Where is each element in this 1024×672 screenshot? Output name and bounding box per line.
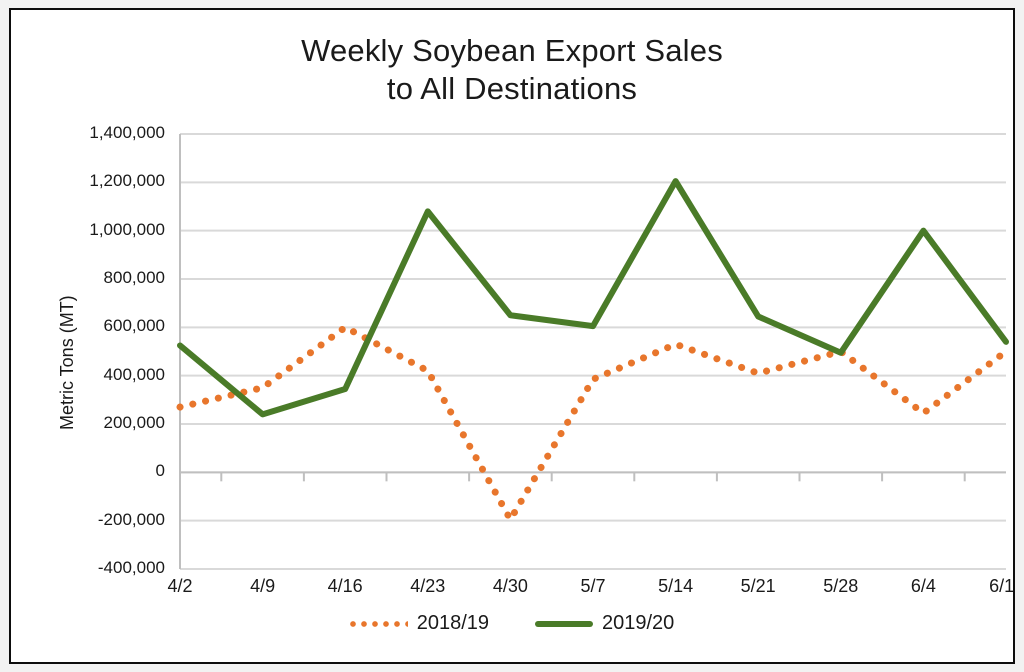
- axis-lines: [179, 134, 1006, 569]
- y-tick-label: 800,000: [103, 268, 165, 287]
- x-tick-label: 6/4: [910, 576, 936, 596]
- y-tick-label: -200,000: [97, 509, 165, 529]
- x-tick-label: 4/9: [250, 576, 276, 596]
- series-line-2018-19: [176, 323, 1010, 523]
- x-tick-label: 5/7: [580, 576, 606, 596]
- chart-card: Weekly Soybean Export Sales to All Desti…: [9, 8, 1015, 664]
- x-tick-label: 5/21: [740, 576, 776, 596]
- solid-line-swatch: [535, 620, 593, 627]
- y-tick-label: 1,400,000: [89, 123, 165, 142]
- y-tick-label: 600,000: [103, 316, 165, 336]
- y-tick-label: 1,200,000: [89, 171, 165, 191]
- y-tick-label: 1,000,000: [89, 219, 165, 239]
- chart-title-line-1: Weekly Soybean Export Sales: [301, 33, 723, 68]
- legend-label-2019-20: 2019/20: [602, 612, 675, 634]
- x-tick-label: 4/23: [410, 576, 446, 596]
- y-tick-label: 0: [155, 461, 165, 481]
- x-tick-label: 4/16: [327, 576, 363, 596]
- y-axis-title: Metric Tons (MT): [57, 294, 77, 430]
- dotted-line-swatch: [349, 620, 408, 627]
- x-tick-label: 4/2: [167, 576, 193, 596]
- chart-title: Weekly Soybean Export Sales to All Desti…: [11, 32, 1013, 108]
- chart-title-line-2: to All Destinations: [386, 71, 638, 106]
- x-tick-label: 6/11: [989, 576, 1013, 596]
- series-layer: [176, 178, 1010, 523]
- y-tick-label: 400,000: [103, 364, 165, 384]
- series-line-2019-20: [177, 178, 1009, 418]
- legend-label-2018-19: 2018/19: [416, 612, 489, 634]
- x-axis-tickmarks: [179, 472, 966, 482]
- y-tick-label: 200,000: [103, 413, 165, 432]
- chart-legend: 2018/19 2019/20: [11, 612, 1013, 635]
- x-tick-label: 4/30: [492, 576, 528, 596]
- plot-area: 1,400,000 1,200,000 1,000,000 800,000 600,00…: [11, 10, 1013, 662]
- legend-item-2018-19[interactable]: 2018/19: [349, 612, 489, 635]
- line-chart-svg: [176, 133, 1010, 570]
- x-tick-label: 5/14: [658, 576, 694, 596]
- gridlines: [180, 133, 1006, 570]
- y-tick-label: -400,000: [97, 558, 165, 577]
- x-tick-label: 5/28: [823, 576, 859, 596]
- legend-item-2019-20[interactable]: 2019/20: [535, 612, 674, 635]
